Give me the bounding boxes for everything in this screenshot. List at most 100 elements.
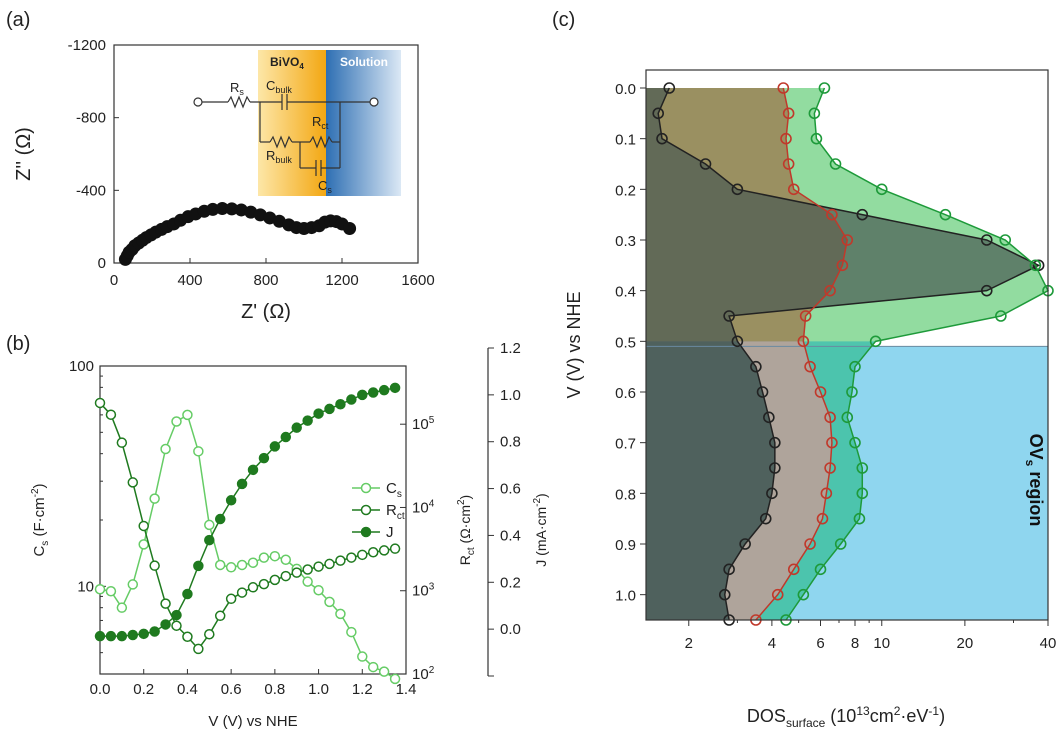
panel-c-point-red bbox=[804, 538, 816, 550]
panel-b-point-cs bbox=[160, 443, 171, 455]
panel-b-point-rct bbox=[378, 545, 390, 556]
panel-b-point-j bbox=[324, 403, 335, 415]
legend-marker bbox=[360, 482, 372, 494]
panel-b-point-cs bbox=[171, 416, 182, 427]
panel-a-y-tick-label: -800 bbox=[76, 110, 106, 127]
panel-label-c: (c) bbox=[552, 9, 575, 31]
panel-c-x-axis-label: DOSsurface (1013cm2·eV-1) bbox=[747, 704, 945, 730]
panel-a-point bbox=[215, 202, 229, 215]
panel-b-point-j bbox=[225, 495, 237, 506]
rbulk-label: Rbulk bbox=[266, 148, 292, 165]
panel-b-x-tick-label: 0.0 bbox=[90, 681, 111, 698]
rs-label: Rs bbox=[230, 80, 244, 97]
panel-c-point-green bbox=[810, 132, 823, 145]
panel-c-point-green bbox=[818, 82, 831, 94]
panel-b-point-j bbox=[116, 630, 128, 642]
panel-b-point-cs bbox=[367, 661, 379, 673]
panel-c-point-black bbox=[759, 512, 772, 525]
legend-label: J bbox=[386, 524, 394, 541]
panel-b-left-tick-label: 100 bbox=[69, 358, 94, 375]
panel-b-point-rct bbox=[258, 578, 270, 590]
panel-b-point-j bbox=[204, 534, 215, 546]
panel-b-point-rct bbox=[291, 567, 302, 578]
panel-c-point-black bbox=[856, 208, 869, 221]
panel-b-mid-tick-label: 104 bbox=[412, 498, 435, 516]
panel-c-point-red bbox=[824, 462, 836, 474]
panel-b-point-cs bbox=[116, 602, 128, 613]
panel-c-point-red bbox=[836, 259, 849, 272]
panel-b-point-cs bbox=[389, 673, 401, 685]
solution-label: Solution bbox=[340, 55, 388, 69]
panel-b-point-cs bbox=[138, 539, 149, 550]
panel-b-point-j bbox=[357, 389, 368, 401]
panel-b-point-cs bbox=[193, 446, 204, 457]
panel-c-y-tick-label: 1.0 bbox=[615, 588, 636, 605]
panel-b-point-rct bbox=[357, 549, 368, 561]
panel-c-point-red bbox=[820, 487, 833, 500]
panel-c-point-green bbox=[808, 107, 821, 120]
panel-c-x-tick-label: 6 bbox=[816, 635, 824, 652]
bivo4-region bbox=[258, 50, 326, 196]
panel-b-right-axis-label: J (mA·cm-2) bbox=[532, 493, 549, 566]
panel-b-right-tick-label: 0.2 bbox=[500, 574, 521, 591]
panel-b-ticks: 0.0 0.2 0.4 0.6 0.8 1.0 1.2 1.4 10 100 102 103 104 10… bbox=[69, 340, 521, 698]
panel-c-point-green bbox=[875, 183, 888, 196]
panel-b-point-rct bbox=[367, 546, 379, 558]
panel-b-x-tick-label: 1.0 bbox=[308, 681, 329, 698]
panel-c-y-axis-label: V (V) vs NHE bbox=[564, 291, 584, 398]
legend-label: Rct bbox=[386, 502, 405, 522]
panel-b-point-rct bbox=[105, 409, 117, 420]
panel-c-point-green bbox=[1029, 259, 1042, 272]
panel-b-point-rct bbox=[269, 574, 281, 586]
panel-a-y-axis-label: Z'' (Ω) bbox=[13, 127, 35, 181]
panel-c-point-black bbox=[731, 183, 744, 196]
panel-c-y-tick-label: 0.1 bbox=[615, 132, 636, 149]
panel-c-point-red bbox=[771, 588, 784, 601]
panel-c-point-black bbox=[769, 462, 781, 474]
panel-b-x-tick-label: 0.6 bbox=[221, 681, 242, 698]
panel-label-a: (a) bbox=[6, 9, 30, 31]
panel-b-point-cs bbox=[313, 584, 324, 596]
panel-c-y-tick-label: 0.3 bbox=[615, 233, 636, 250]
panel-b-right-tick-label: 1.0 bbox=[500, 387, 521, 404]
panel-c-point-green bbox=[869, 335, 882, 348]
panel-b-point-rct bbox=[280, 570, 292, 582]
panel-c-point-red bbox=[824, 284, 836, 297]
panel-c-series-line-green bbox=[785, 87, 1049, 621]
panel-c-point-black bbox=[980, 234, 993, 246]
panel-c-series-line-black bbox=[657, 87, 1041, 621]
panel-b-mid-axis-label: Rct (Ω·cm2) bbox=[456, 495, 477, 565]
panel-c-point-red bbox=[826, 208, 838, 221]
panel-c-point-red bbox=[826, 436, 838, 449]
panel-b-x-tick-label: 0.4 bbox=[177, 681, 198, 698]
panel-a-x-tick-label: 1200 bbox=[325, 272, 358, 289]
panel-a-x-axis-label: Z' (Ω) bbox=[241, 301, 291, 323]
panel-c-point-green bbox=[849, 360, 861, 373]
panel-b-right-tick-label: 0.6 bbox=[500, 481, 521, 498]
bivo4-label: BiVO4 bbox=[270, 55, 304, 71]
panel-b-point-rct bbox=[149, 560, 160, 571]
panel-b-left-tick-label: 10 bbox=[77, 578, 94, 595]
panel-b-point-j bbox=[291, 422, 302, 433]
panel-b-point-j bbox=[280, 431, 292, 443]
panel-c-point-red bbox=[787, 563, 800, 576]
panel-c-point-green bbox=[995, 310, 1007, 322]
panel-b-series bbox=[94, 382, 401, 685]
panel-c-y-tick-label: 0.6 bbox=[615, 385, 636, 402]
panel-c-point-black bbox=[766, 487, 778, 500]
panel-b-point-rct bbox=[127, 477, 139, 488]
panel-c-point-green bbox=[853, 512, 866, 525]
panel-c-point-black bbox=[769, 436, 781, 449]
cs-label: Cs bbox=[318, 178, 332, 195]
panel-c-point-black bbox=[980, 284, 993, 297]
panel-a-point bbox=[225, 202, 239, 216]
panel-b-point-cs bbox=[149, 493, 160, 504]
panel-b-point-j bbox=[149, 626, 160, 637]
panel-c-point-green bbox=[814, 563, 827, 576]
panel-c-point-green bbox=[849, 436, 861, 449]
panel-a-y-tick-label: -1200 bbox=[68, 37, 106, 54]
panel-b-x-tick-label: 1.4 bbox=[396, 681, 417, 698]
panel-a-point bbox=[343, 221, 357, 235]
panel-b-series-line-rct bbox=[99, 402, 396, 651]
panel-c-point-green bbox=[829, 158, 842, 170]
